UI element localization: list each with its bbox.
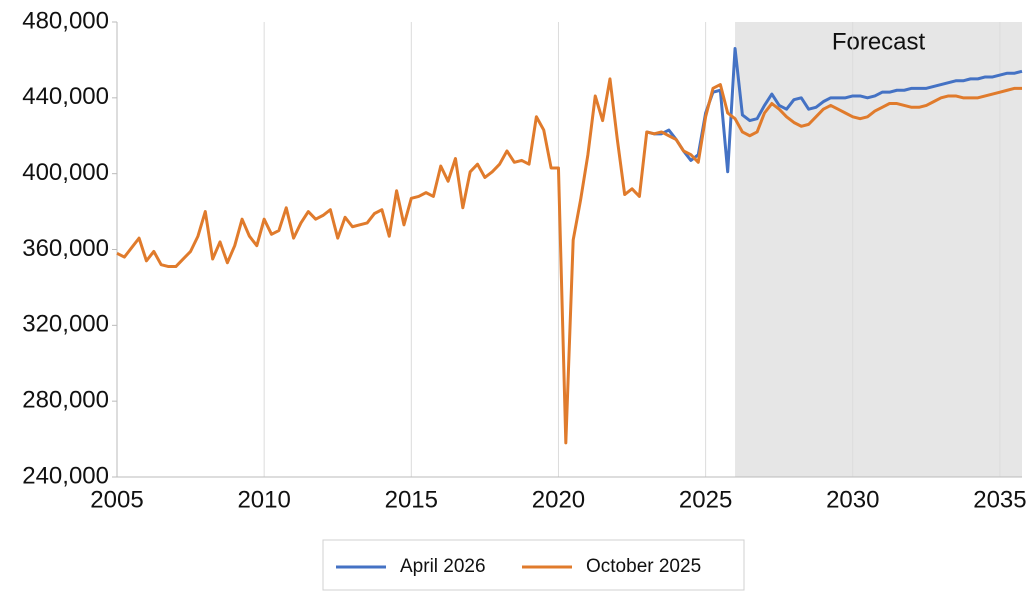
x-tick-label: 2015 bbox=[385, 486, 438, 513]
y-tick-label: 360,000 bbox=[22, 235, 109, 262]
x-tick-label: 2010 bbox=[237, 486, 290, 513]
y-tick-label: 440,000 bbox=[22, 83, 109, 110]
y-tick-label: 480,000 bbox=[22, 7, 109, 34]
forecast-label: Forecast bbox=[832, 28, 926, 55]
y-tick-label: 400,000 bbox=[22, 159, 109, 186]
y-tick-label: 320,000 bbox=[22, 311, 109, 338]
legend: April 2026 October 2025 bbox=[336, 556, 701, 577]
x-tick-label: 2035 bbox=[973, 486, 1026, 513]
x-tick-label: 2020 bbox=[532, 486, 585, 513]
y-tick-label: 240,000 bbox=[22, 462, 109, 489]
legend-box bbox=[322, 539, 745, 591]
series-line bbox=[116, 77, 1022, 445]
legend-label: April 2026 bbox=[400, 556, 486, 577]
x-tick-label: 2005 bbox=[90, 486, 143, 513]
forecast-region bbox=[735, 22, 1022, 477]
y-tick-label: 280,000 bbox=[22, 387, 109, 414]
x-tick-label: 2025 bbox=[679, 486, 732, 513]
legend-label: October 2025 bbox=[586, 556, 701, 577]
x-tick-label: 2030 bbox=[826, 486, 879, 513]
